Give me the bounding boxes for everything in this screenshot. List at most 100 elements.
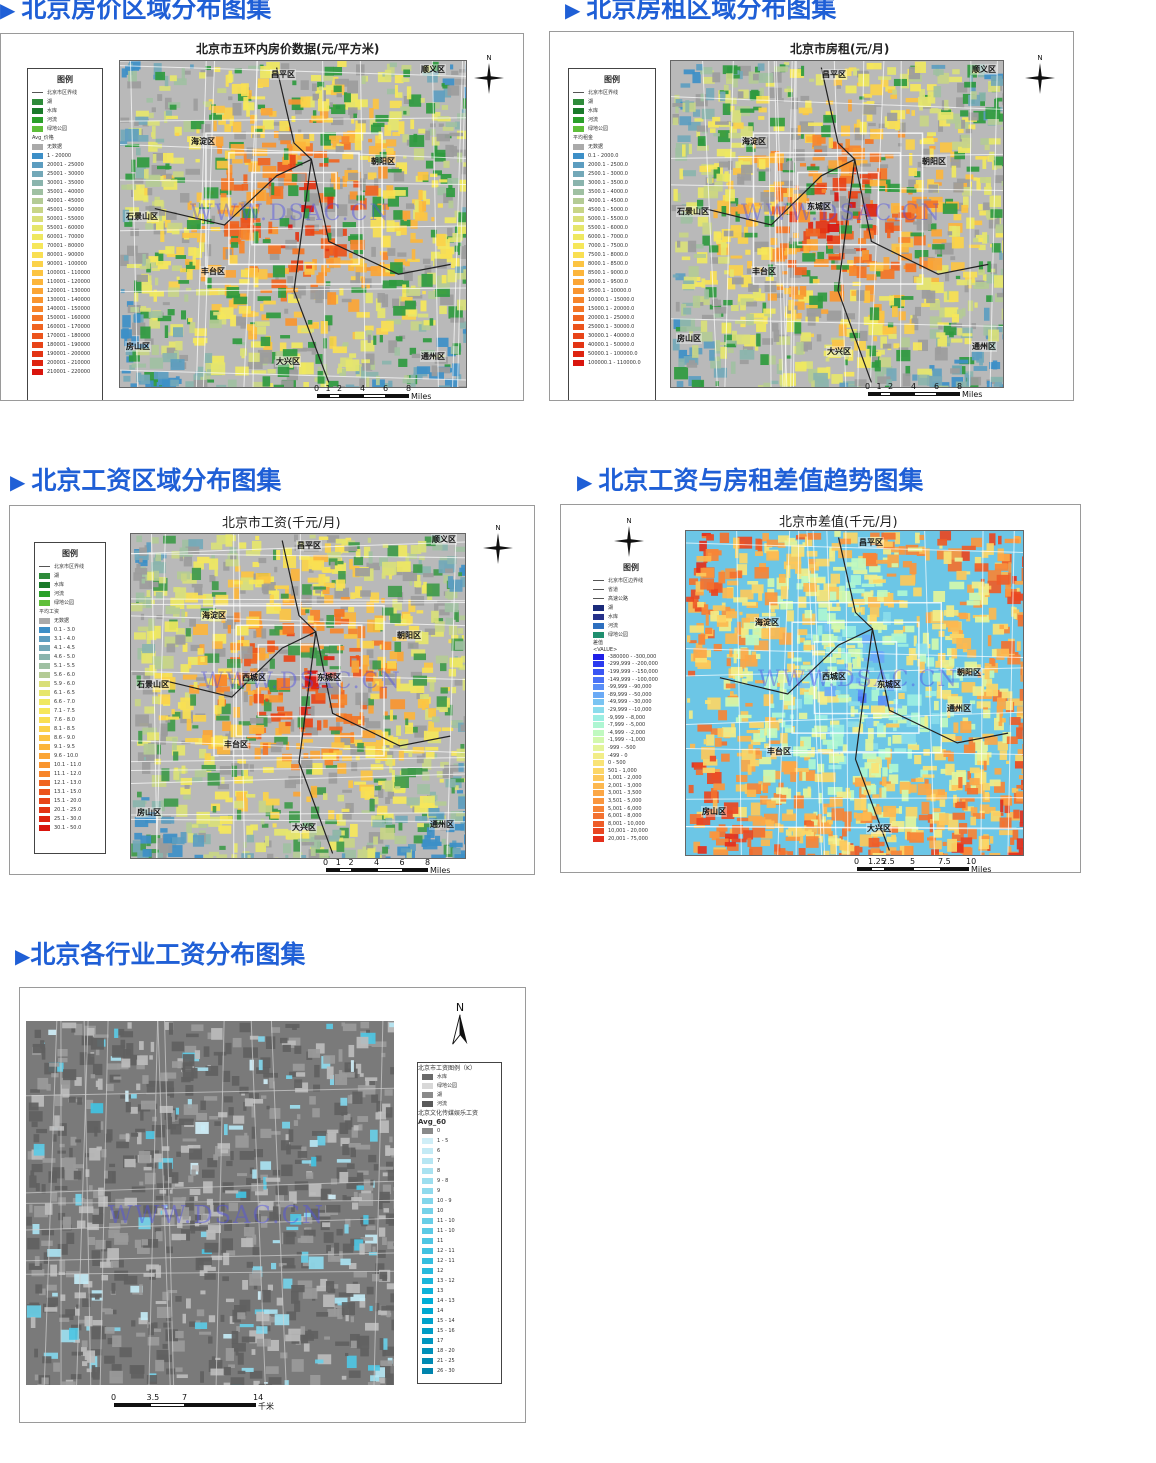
- legend-swatch: [422, 1073, 433, 1080]
- scale-tick-label: 7: [182, 1393, 188, 1402]
- legend-label: 5,001 - 6,000: [608, 805, 642, 812]
- choropleth-mosaic: [671, 61, 1003, 387]
- legend-swatch: [39, 734, 50, 741]
- legend-swatch: [573, 188, 584, 195]
- legend-swatch: [593, 737, 604, 744]
- legend-label: 5000.1 - 5500.0: [588, 215, 628, 222]
- legend-label: 180001 - 190000: [47, 341, 91, 348]
- triangle-icon: ▶: [10, 470, 26, 494]
- section-title-text: 北京工资与房租差值趋势图集: [598, 466, 924, 495]
- legend-field-label: Avg_价格: [32, 135, 54, 141]
- district-label: 西城区: [241, 672, 267, 683]
- legend-swatch: [32, 242, 43, 249]
- legend-swatch: [573, 107, 584, 114]
- legend-label: 9 - 8: [437, 1178, 449, 1184]
- legend-swatch: [32, 197, 43, 204]
- choropleth-mosaic: [120, 61, 466, 387]
- legend-label: 北京市区边界线: [608, 578, 644, 584]
- legend-label: 21 - 25: [437, 1358, 455, 1364]
- legend-range-item: 7500.1 - 8000.0: [569, 250, 655, 259]
- legend-label: 8: [437, 1168, 441, 1174]
- north-label: N: [626, 517, 631, 525]
- legend-swatch: [32, 323, 43, 330]
- legend-swatch: [593, 604, 604, 611]
- legend-swatch: [32, 215, 43, 222]
- legend-base-item: 河流: [35, 589, 105, 598]
- legend-label: 5.9 - 6.0: [54, 680, 75, 687]
- legend-swatch: [32, 341, 43, 348]
- legend-swatch: [573, 359, 584, 366]
- legend-field-label: 差值: [593, 640, 604, 646]
- legend-label: -7,999 - -5,000: [608, 722, 646, 729]
- scale-tick-label: 1: [876, 382, 882, 391]
- legend-swatch: [422, 1348, 433, 1354]
- legend-label: 北京市区界线: [47, 90, 78, 96]
- map-frame-diff: 北京市差值(千元/月) 图例 北京市区边界线 省道 高速公路湖水库 河流 绿地公园 差值…: [560, 504, 1081, 873]
- scale-tick-label: 6: [383, 384, 389, 393]
- district-label: 大兴区: [826, 346, 852, 357]
- legend-swatch: [39, 566, 50, 567]
- legend-base-items: 北京市区界线湖水库 河流 绿地公园: [35, 562, 105, 607]
- legend-swatch: [422, 1268, 433, 1274]
- north-label: N: [486, 54, 491, 62]
- legend-label: -299,999 - -200,000: [608, 661, 658, 668]
- legend-range-item: 1,001 - 2,000: [589, 775, 673, 783]
- legend-range-item: 10.1 - 11.0: [35, 760, 105, 769]
- scale-segment: [340, 394, 363, 398]
- scale-bar: 0 3.5 7 14 千米: [111, 1393, 284, 1411]
- scale-tick-label: 2: [348, 858, 354, 867]
- legend-range-item: 10: [418, 1206, 501, 1216]
- district-label: 房山区: [136, 807, 162, 818]
- section-title-text: 北京工资区域分布图集: [31, 466, 282, 495]
- legend-swatch: [593, 661, 604, 668]
- legend-range-item: -149,999 - -100,000: [589, 676, 673, 684]
- legend-swatch: [422, 1100, 433, 1107]
- legend-range-item: -1,999 - -1,000: [589, 737, 673, 745]
- district-label: 朝阳区: [956, 667, 982, 678]
- legend-label: 25.1 - 30.0: [54, 815, 82, 822]
- legend-swatch: [593, 729, 604, 736]
- legend-label: 50001 - 55000: [47, 215, 84, 222]
- legend-label: -199,999 - -150,000: [608, 668, 658, 675]
- scale-tick-label: 5: [910, 857, 916, 866]
- legend-base-items: 水库 绿地公园湖河流: [418, 1072, 501, 1108]
- legend-range-item: 20.1 - 25.0: [35, 805, 105, 814]
- legend-label: 15.1 - 20.0: [54, 797, 82, 804]
- legend-label: 12: [437, 1268, 444, 1274]
- district-label: 朝阳区: [396, 630, 422, 641]
- scale-segment: [317, 394, 329, 398]
- section-title-industry: ▶北京各行业工资分布图集: [15, 940, 305, 971]
- legend-range-item: 10000.1 - 15000.0: [569, 295, 655, 304]
- legend-range-item: 5.1 - 5.5: [35, 661, 105, 670]
- legend-swatch: [422, 1288, 433, 1294]
- legend-range-item: 12 - 11: [418, 1256, 501, 1266]
- legend-label: 水库: [437, 1074, 448, 1080]
- legend-range-item: 80001 - 90000: [28, 250, 102, 259]
- map-frame-industry: WWW.DSAC.CN N 北京市工资图例（K） 水库 绿地公园湖河流 北京文化传…: [19, 987, 526, 1423]
- legend-label: 100001 - 110000: [47, 269, 91, 276]
- legend-range-item: 13.1 - 15.0: [35, 787, 105, 796]
- legend-label: 9.6 - 10.0: [54, 752, 79, 759]
- legend-label: 70001 - 80000: [47, 242, 84, 249]
- section-title-text: 北京房租区域分布图集: [586, 0, 837, 23]
- scale-tick-label: 6: [399, 858, 405, 867]
- legend-swatch: [32, 188, 43, 195]
- legend-label: 7000.1 - 7500.0: [588, 242, 628, 249]
- legend-range-item: 90001 - 100000: [28, 259, 102, 268]
- legend-base-item: 水库: [35, 580, 105, 589]
- scale-segment: [879, 392, 891, 396]
- legend-range-item: -999 - -500: [589, 744, 673, 752]
- legend-swatch: [573, 215, 584, 222]
- legend-label: 0.1 - 2000.0: [588, 152, 619, 159]
- legend-label: 60001 - 70000: [47, 233, 84, 240]
- district-label: 顺义区: [971, 64, 997, 75]
- district-label: 昌平区: [296, 540, 322, 551]
- legend-label: 绿地公园: [437, 1083, 458, 1089]
- legend-swatch: [39, 797, 50, 804]
- legend-label: 80001 - 90000: [47, 251, 84, 258]
- legend-range-item: 26 - 30: [418, 1366, 501, 1376]
- scale-tick-label: 2: [337, 384, 343, 393]
- legend-base-item: 湖: [35, 571, 105, 580]
- legend-range-item: -89,999 - -50,000: [589, 691, 673, 699]
- scale-segment: [871, 867, 885, 871]
